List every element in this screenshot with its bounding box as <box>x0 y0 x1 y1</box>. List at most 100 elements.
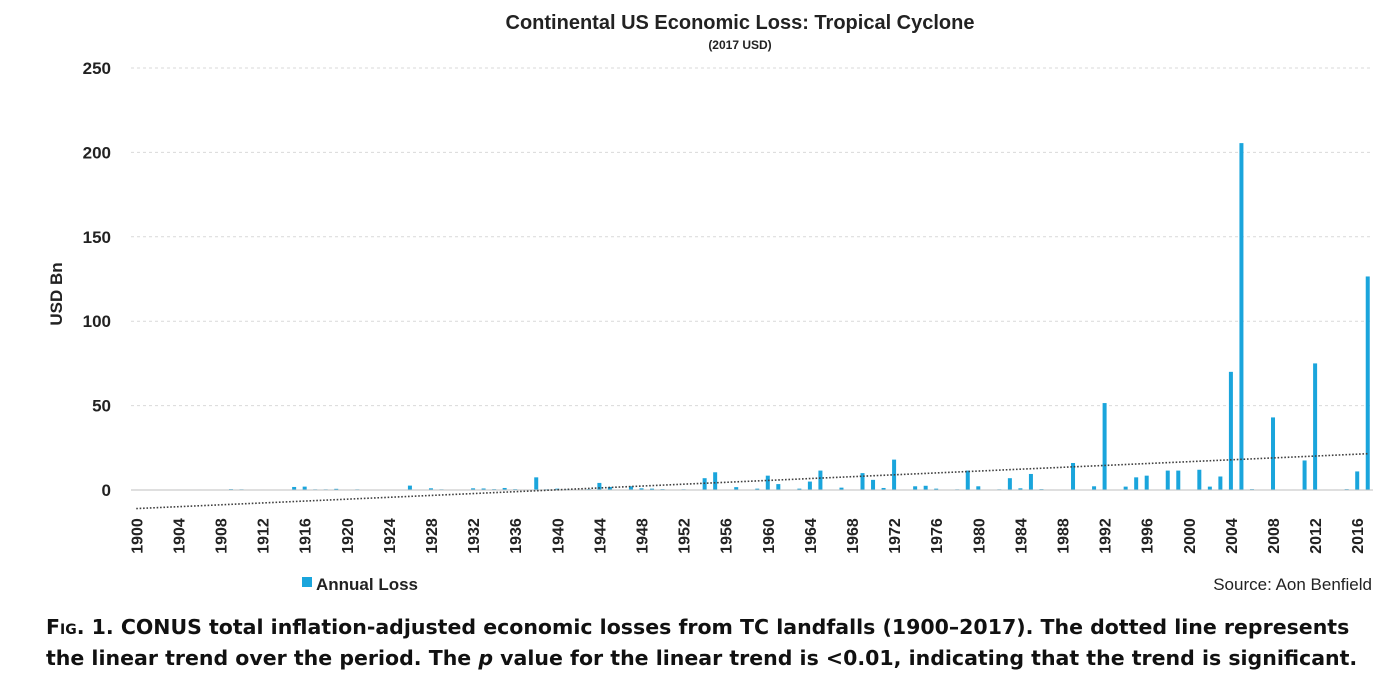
x-tick-label: 2016 <box>1350 518 1367 554</box>
bar <box>1228 371 1233 490</box>
figure-caption: Fig. 1. CONUS total inflation-adjusted e… <box>46 612 1386 674</box>
y-tick-label: 0 <box>102 481 111 500</box>
bar <box>607 486 612 490</box>
x-tick-label: 1968 <box>845 518 862 554</box>
bar <box>734 487 739 490</box>
bar <box>881 487 886 490</box>
bar <box>481 488 486 490</box>
chart-title: Continental US Economic Loss: Tropical C… <box>506 12 975 34</box>
bar <box>1144 475 1149 490</box>
bar <box>639 488 644 490</box>
bar <box>555 488 560 490</box>
bar <box>797 488 802 490</box>
bar <box>871 479 876 490</box>
bar <box>976 486 981 490</box>
y-tick-label: 200 <box>83 143 111 162</box>
x-tick-label: 1952 <box>677 518 694 554</box>
bar <box>807 481 812 490</box>
x-tick-label: 2012 <box>1308 518 1325 554</box>
x-tick-label: 1964 <box>803 518 820 554</box>
bar <box>1102 403 1107 490</box>
bar <box>534 477 539 490</box>
x-tick-label: 1972 <box>887 518 904 554</box>
x-tick-label: 1984 <box>1013 518 1030 554</box>
bar <box>471 488 476 490</box>
x-tick-label: 1996 <box>1140 518 1157 554</box>
bar <box>334 488 339 490</box>
y-tick-label: 150 <box>83 228 111 247</box>
bar <box>818 470 823 490</box>
p-variable: p <box>478 646 494 670</box>
y-tick-label: 50 <box>92 397 111 416</box>
x-tick-label: 1924 <box>382 518 399 554</box>
bar <box>1134 477 1139 490</box>
x-tick-label: 1956 <box>719 518 736 554</box>
bar <box>1165 470 1170 490</box>
bar <box>1365 276 1370 490</box>
x-tick-label: 2000 <box>1182 518 1199 554</box>
bar <box>1218 476 1223 490</box>
bar <box>650 488 655 490</box>
bar <box>755 488 760 490</box>
x-tick-label: 1912 <box>256 518 273 554</box>
bar <box>1123 486 1128 490</box>
y-axis-label: USD Bn <box>47 262 66 325</box>
x-tick-label: 2008 <box>1266 518 1283 554</box>
y-tick-label: 250 <box>83 59 111 78</box>
x-tick-label: 1904 <box>171 518 188 554</box>
x-tick-label: 1900 <box>129 518 146 554</box>
bar <box>1355 471 1360 490</box>
figure-label: Fig. 1. <box>46 615 114 639</box>
bar <box>923 485 928 490</box>
bar <box>292 486 297 490</box>
bar <box>502 487 507 490</box>
chart: Continental US Economic Loss: Tropical C… <box>47 12 1373 594</box>
gridlines <box>131 67 1373 407</box>
y-tick-labels: 0 50 100 150 200 250 <box>83 59 111 500</box>
trend-line <box>136 452 1368 510</box>
y-tick-label: 100 <box>83 312 111 331</box>
caption-text-2: value for the linear trend is <0.01, ind… <box>493 646 1358 670</box>
bar <box>913 486 918 490</box>
bar <box>1092 486 1097 490</box>
x-tick-label: 1932 <box>466 518 483 554</box>
x-tick-label: 1916 <box>298 518 315 554</box>
caption-text-1: CONUS total inflation-adjusted economic … <box>46 615 1350 670</box>
bar <box>628 486 633 490</box>
bar <box>1313 363 1318 490</box>
x-tick-label: 1988 <box>1056 518 1073 554</box>
x-tick-label: 1940 <box>550 518 567 554</box>
x-tick-label: 1976 <box>929 518 946 554</box>
bar <box>428 488 433 490</box>
bar <box>776 484 781 490</box>
x-tick-label: 2004 <box>1224 518 1241 554</box>
bar <box>1018 488 1023 490</box>
bar <box>860 473 865 490</box>
x-tick-label: 1920 <box>340 518 357 554</box>
bar <box>1302 460 1307 490</box>
x-tick-label: 1980 <box>971 518 988 554</box>
x-tick-label: 1936 <box>508 518 525 554</box>
x-tick-label: 1960 <box>761 518 778 554</box>
x-tick-label: 1992 <box>1098 518 1115 554</box>
x-tick-label: 1908 <box>213 518 230 554</box>
x-tick-label: 1928 <box>424 518 441 554</box>
legend: Annual Loss <box>302 575 418 594</box>
bar <box>1007 478 1012 490</box>
bar <box>1197 469 1202 490</box>
bar <box>1271 417 1276 490</box>
source-note: Source: Aon Benfield <box>1213 575 1372 594</box>
bar <box>713 472 718 490</box>
bar <box>1176 470 1181 490</box>
bar <box>407 485 412 490</box>
bar <box>934 488 939 490</box>
x-tick-label: 1948 <box>634 518 651 554</box>
bar <box>702 478 707 490</box>
bar <box>965 470 970 490</box>
bar <box>839 487 844 490</box>
legend-label: Annual Loss <box>316 575 418 594</box>
bars <box>134 143 1370 490</box>
bar <box>1028 473 1033 490</box>
bar <box>1239 143 1244 490</box>
bar <box>1071 462 1076 490</box>
